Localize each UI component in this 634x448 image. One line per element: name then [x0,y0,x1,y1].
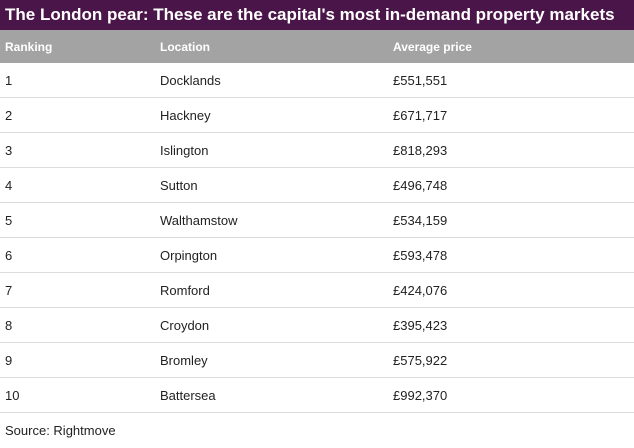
location-cell: Islington [160,142,209,158]
table-row: 2 Hackney £671,717 [0,98,634,133]
price-cell: £551,551 [393,72,448,88]
ranking-cell: 5 [5,212,13,228]
ranking-cell: 1 [5,72,13,88]
location-cell: Walthamstow [160,212,238,228]
source-note: Source: Rightmove [5,423,116,438]
ranking-cell: 7 [5,282,13,298]
price-cell: £671,717 [393,107,448,123]
table-row: 1 Docklands £551,551 [0,63,634,98]
ranking-cell: 10 [5,387,20,403]
table-row: 9 Bromley £575,922 [0,343,634,378]
price-cell: £992,370 [393,387,448,403]
ranking-cell: 4 [5,177,13,193]
location-cell: Hackney [160,107,211,123]
header-average-price: Average price [393,39,472,54]
table-body: 1 Docklands £551,551 2 Hackney £671,717 … [0,63,634,413]
table-header-row: Ranking Location Average price [0,30,634,63]
location-cell: Croydon [160,317,210,333]
price-cell: £818,293 [393,142,448,158]
table-title: The London pear: These are the capital's… [0,0,634,30]
table-row: 5 Walthamstow £534,159 [0,203,634,238]
location-cell: Sutton [160,177,198,193]
price-cell: £534,159 [393,212,448,228]
price-cell: £496,748 [393,177,448,193]
price-cell: £424,076 [393,282,448,298]
header-ranking: Ranking [5,39,53,54]
table-row: 8 Croydon £395,423 [0,308,634,343]
table-row: 6 Orpington £593,478 [0,238,634,273]
location-cell: Romford [160,282,210,298]
price-cell: £593,478 [393,247,448,263]
ranking-cell: 9 [5,352,13,368]
price-cell: £575,922 [393,352,448,368]
table-row: 4 Sutton £496,748 [0,168,634,203]
location-cell: Battersea [160,387,216,403]
location-cell: Bromley [160,352,208,368]
location-cell: Docklands [160,72,221,88]
ranking-cell: 2 [5,107,13,123]
table-row: 3 Islington £818,293 [0,133,634,168]
ranking-cell: 6 [5,247,13,263]
table-row: 10 Battersea £992,370 [0,378,634,413]
price-cell: £395,423 [393,317,448,333]
header-location: Location [160,39,210,54]
ranking-cell: 8 [5,317,13,333]
table-row: 7 Romford £424,076 [0,273,634,308]
location-cell: Orpington [160,247,218,263]
ranking-cell: 3 [5,142,13,158]
